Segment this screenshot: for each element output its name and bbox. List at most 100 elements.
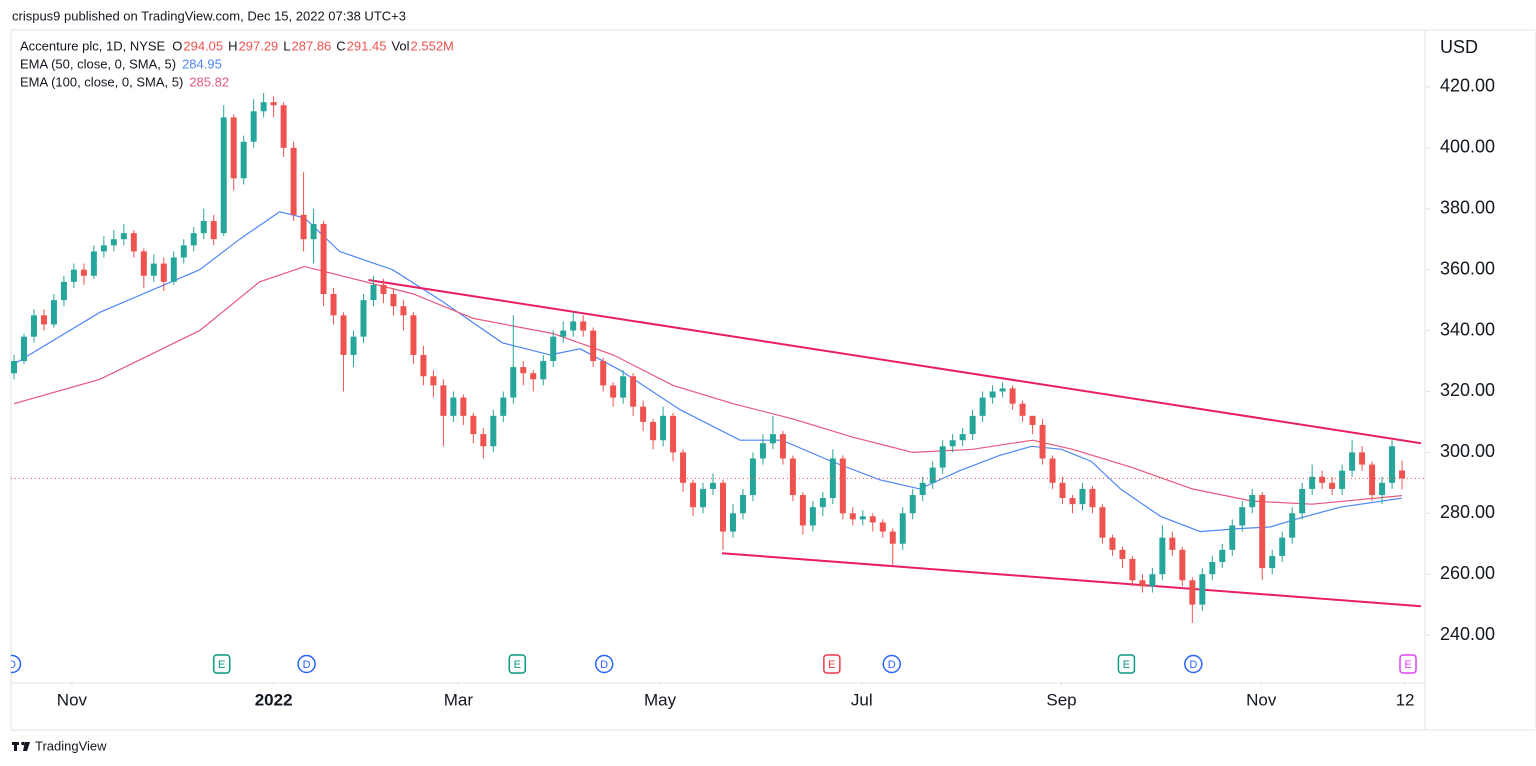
candle-body xyxy=(710,482,717,489)
candle-body xyxy=(1399,470,1406,479)
event-marker xyxy=(297,654,316,674)
candle-body xyxy=(480,434,487,447)
candle-body xyxy=(410,315,417,355)
candle-body xyxy=(370,284,377,301)
candle-body xyxy=(1039,424,1046,459)
candle-body xyxy=(280,105,287,148)
candle-body xyxy=(200,220,207,234)
candle-body xyxy=(759,443,766,459)
event-marker xyxy=(1117,654,1136,674)
candle-body xyxy=(270,102,277,106)
y-tick-label: 320.00 xyxy=(1440,380,1495,400)
candle-body xyxy=(320,223,327,295)
candle-body xyxy=(849,513,856,520)
candle-body xyxy=(80,269,87,276)
candle-body xyxy=(809,507,816,526)
candle-body xyxy=(829,458,836,499)
candle-body xyxy=(490,415,497,447)
event-marker xyxy=(11,654,22,674)
candle-body xyxy=(70,269,77,282)
event-marker xyxy=(1184,654,1203,674)
candle-body xyxy=(260,102,267,112)
candle-body xyxy=(719,482,726,532)
y-tick-label: 420.00 xyxy=(1440,76,1495,96)
candle-body xyxy=(1139,580,1146,587)
candle-body xyxy=(1299,488,1306,514)
candle-body xyxy=(1149,574,1156,587)
candle-body xyxy=(999,388,1006,392)
candle-body xyxy=(919,482,926,496)
ema-line xyxy=(13,265,1403,505)
candle-body xyxy=(620,376,627,398)
candle-body xyxy=(680,452,687,483)
candle-body xyxy=(110,239,117,246)
candle-body xyxy=(1269,555,1276,569)
ohlc-label: C xyxy=(336,38,345,53)
symbol: Accenture plc, 1D, NYSE xyxy=(20,38,166,53)
candle-body xyxy=(590,330,597,362)
candle-body xyxy=(50,300,57,325)
candle-body xyxy=(1219,549,1226,563)
candle-body xyxy=(1189,580,1196,605)
header: crispus9 published on TradingView.com, D… xyxy=(12,8,406,23)
candle-body xyxy=(1329,482,1336,489)
x-tick-label: 2022 xyxy=(255,690,293,709)
ohlc-label: L xyxy=(283,38,290,53)
candle-body xyxy=(969,415,976,435)
event-label: D xyxy=(303,659,311,671)
candle-body xyxy=(470,415,477,435)
candle-body xyxy=(1359,452,1366,465)
candle-body xyxy=(450,397,457,416)
candle-body xyxy=(600,361,607,386)
candle-body xyxy=(11,361,17,374)
candle-body xyxy=(1059,482,1066,499)
candle-body xyxy=(1259,495,1266,569)
x-tick-label: Nov xyxy=(1246,690,1277,709)
candle-body xyxy=(779,434,786,459)
ohlc-value: 287.86 xyxy=(292,38,332,53)
candle-body xyxy=(440,385,447,416)
legend-name: EMA (50, close, 0, SMA, 5) xyxy=(20,56,176,71)
candle-body xyxy=(1069,498,1076,505)
y-tick-label: 240.00 xyxy=(1440,624,1495,644)
candle-body xyxy=(1199,574,1206,605)
candle-body xyxy=(560,330,567,337)
event-marker xyxy=(212,654,231,674)
ohlc-value: 297.29 xyxy=(239,38,279,53)
trend-line xyxy=(368,279,1422,445)
y-tick-label: 380.00 xyxy=(1440,198,1495,218)
candle-body xyxy=(1349,452,1356,471)
candle-body xyxy=(859,516,866,520)
candle-body xyxy=(630,376,637,407)
candle-body xyxy=(640,406,647,422)
candle-body xyxy=(220,117,227,234)
candle-body xyxy=(610,385,617,398)
candle-body xyxy=(340,315,347,355)
candle-body xyxy=(460,397,467,416)
candle-body xyxy=(799,495,806,526)
candle-body xyxy=(230,117,237,179)
candle-body xyxy=(959,434,966,441)
candle-body xyxy=(40,315,47,325)
candle-body xyxy=(240,141,247,179)
candle-body xyxy=(819,498,826,508)
ohlc-label: Vol xyxy=(391,38,409,53)
event-label: D xyxy=(600,659,608,671)
candle-body xyxy=(1049,458,1056,483)
candle-body xyxy=(1119,549,1126,559)
ohlc-label: H xyxy=(228,38,237,53)
legend-name: EMA (100, close, 0, SMA, 5) xyxy=(20,74,183,89)
candle-body xyxy=(789,458,796,496)
candle-body xyxy=(130,233,137,252)
candle-body xyxy=(769,434,776,444)
candle-body xyxy=(250,111,257,142)
candle-body xyxy=(899,513,906,544)
candle-body xyxy=(210,220,217,240)
candle-body xyxy=(520,367,527,374)
footer: TradingView xyxy=(35,738,107,753)
candle-body xyxy=(180,245,187,258)
candle-body xyxy=(749,458,756,496)
y-tick-label: 360.00 xyxy=(1440,258,1495,278)
x-tick-label: 12 xyxy=(1396,690,1415,709)
